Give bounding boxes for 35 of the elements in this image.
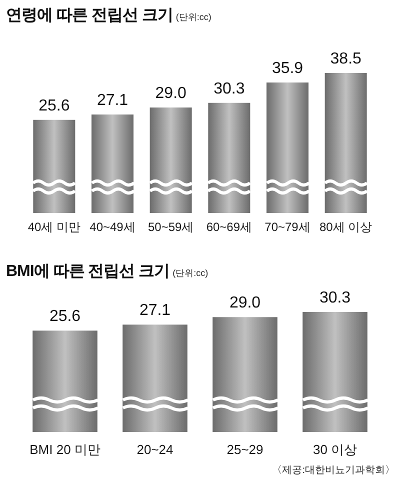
x-tick-label: 60~69세 [206,220,252,234]
x-tick-label: 80세 이상 [319,220,372,234]
data-label: 30.3 [319,290,351,306]
data-label: 30.3 [214,80,245,98]
x-tick-label: 40세 미만 [28,220,81,234]
bar [208,102,250,213]
data-label: 27.1 [139,302,171,320]
chart-title: 연령에 따른 전립선 크기 [6,7,173,24]
x-tick-label: 30 이상 [312,442,358,457]
data-label: 29.0 [155,85,187,102]
bar [324,73,367,213]
data-label: 29.0 [229,294,261,312]
data-label: 27.1 [96,92,128,109]
text: 〈제공:대한비뇨기과학회〉 [272,464,395,477]
x-tick-label: 50~59세 [148,220,194,234]
bar [92,114,134,213]
data-label: 25.6 [38,97,70,114]
chart-subtitle: (단위:cc) [172,268,208,278]
data-label: 38.5 [330,50,362,68]
x-tick-label: 40~49세 [90,220,136,234]
bar [150,108,192,213]
bar [302,312,368,432]
chart-title: BMI에 따른 전립선 크기 [6,263,170,280]
bar [212,317,278,432]
bar [32,330,98,432]
data-label: 25.6 [49,308,81,326]
x-tick-label: BMI 20 미만 [30,442,100,457]
data-label: 35.9 [272,60,304,77]
bar [33,120,76,213]
x-tick-label: 20~24 [136,442,174,457]
bar [122,324,188,432]
x-tick-label: 70~79세 [264,220,310,234]
x-tick-label: 25~29 [226,442,264,457]
chart-subtitle: (단위:cc) [176,12,212,22]
bar [266,82,308,213]
